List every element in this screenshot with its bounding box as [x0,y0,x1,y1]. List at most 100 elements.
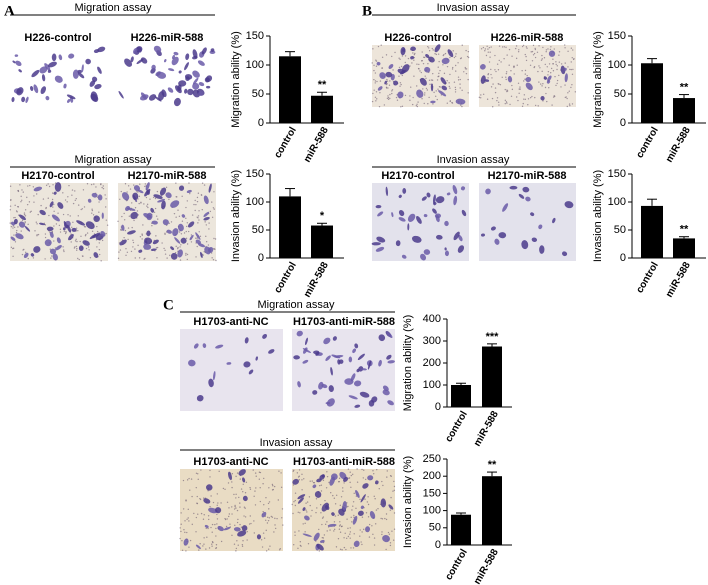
pore [53,225,55,227]
pore [211,201,213,203]
pore [76,240,78,243]
cell [215,344,224,349]
cell [68,53,75,59]
y-tick-label: 50 [429,522,441,534]
pore [278,549,281,551]
pore [461,44,463,46]
cell [193,343,199,349]
cell [45,95,50,101]
pore [268,508,270,510]
pore [254,490,256,492]
pore [225,525,228,528]
cell [344,378,354,385]
pore [91,230,94,232]
pore [200,194,203,196]
pore [132,246,134,248]
pore [26,203,29,206]
pore [415,85,418,87]
pore [53,203,55,206]
pore [508,64,510,66]
pore [521,105,524,108]
pore [136,191,138,193]
pore [423,56,425,59]
pore [511,88,514,91]
pore [491,97,494,100]
pore [398,57,400,59]
pore [572,68,574,71]
pore [457,62,459,64]
pore [534,96,536,99]
pore [387,98,390,101]
pore [98,242,101,244]
pore [86,183,89,185]
pore [309,504,311,507]
pore [449,73,451,76]
cell [97,66,102,74]
pore [24,215,27,217]
y-tick-label: 50 [614,88,626,100]
image-label: H2170-control [21,170,94,182]
pore [455,53,457,55]
pore [17,226,19,228]
pore [231,486,233,489]
cell [502,203,509,212]
cell [173,97,181,107]
pore [335,546,338,548]
pore [51,255,53,257]
pore [401,55,404,57]
pore [349,481,351,484]
cell [354,343,359,349]
pore [33,201,35,203]
pore [499,83,502,86]
pore [85,233,87,236]
pore [345,548,347,551]
cell [159,187,167,196]
cell [420,253,427,261]
bar [641,63,663,123]
cell [237,530,247,537]
cell [226,362,232,365]
cell [357,353,365,361]
cell [423,214,428,218]
pore [337,514,339,516]
pore [550,46,552,48]
pore [62,249,65,251]
cell [368,400,375,407]
cell [151,64,156,70]
pore [350,547,352,549]
error-bar [487,343,497,347]
pore [24,221,26,223]
pore [383,104,386,106]
pore [307,542,310,545]
cell [172,54,176,60]
pore [10,199,12,201]
pore [492,83,494,85]
pore [72,221,74,223]
cell [460,186,466,191]
pore [259,487,261,489]
pore [185,500,187,502]
pore [248,523,251,525]
pore [210,495,212,497]
pore [371,525,373,527]
cell [44,63,51,71]
x-tick-label: control [443,547,470,582]
cell [150,207,155,213]
pore [133,184,135,186]
pore [270,515,273,518]
pore [389,542,392,544]
pore [98,211,100,213]
cell [184,88,188,94]
pore [154,207,157,210]
bar [641,205,663,258]
pore [434,53,436,55]
pore [203,537,205,539]
pore [72,202,75,205]
pore [524,78,526,80]
cell [244,337,249,344]
pore [504,88,506,91]
pore [419,70,421,72]
cell [262,333,267,339]
cell [52,253,58,261]
